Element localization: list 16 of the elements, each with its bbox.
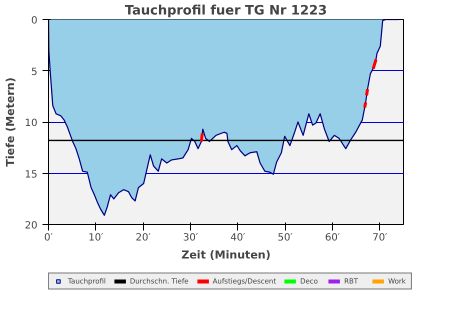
x-tick-label: 70′ (372, 232, 388, 244)
y-tick-label: 5 (31, 66, 38, 78)
x-tick-label: 30′ (183, 232, 199, 244)
x-tick-label: 60′ (325, 232, 341, 244)
y-tick-label: 15 (24, 169, 38, 180)
x-tick-label: 10′ (88, 232, 104, 244)
x-tick-label: 50′ (278, 232, 294, 244)
x-tick-label: 0′ (44, 232, 54, 244)
x-axis-title: Zeit (Minuten) (181, 248, 271, 262)
y-tick-label: 0 (31, 16, 38, 26)
y-axis-title: Tiefe (Metern) (4, 77, 17, 167)
x-tick-label: 20′ (136, 232, 152, 244)
y-tick-label: 10 (24, 118, 38, 129)
y-tick-label: 20 (24, 220, 38, 232)
x-tick-label: 40′ (230, 232, 246, 244)
chart-title: Tauchprofil fuer TG Nr 1223 (124, 4, 328, 18)
